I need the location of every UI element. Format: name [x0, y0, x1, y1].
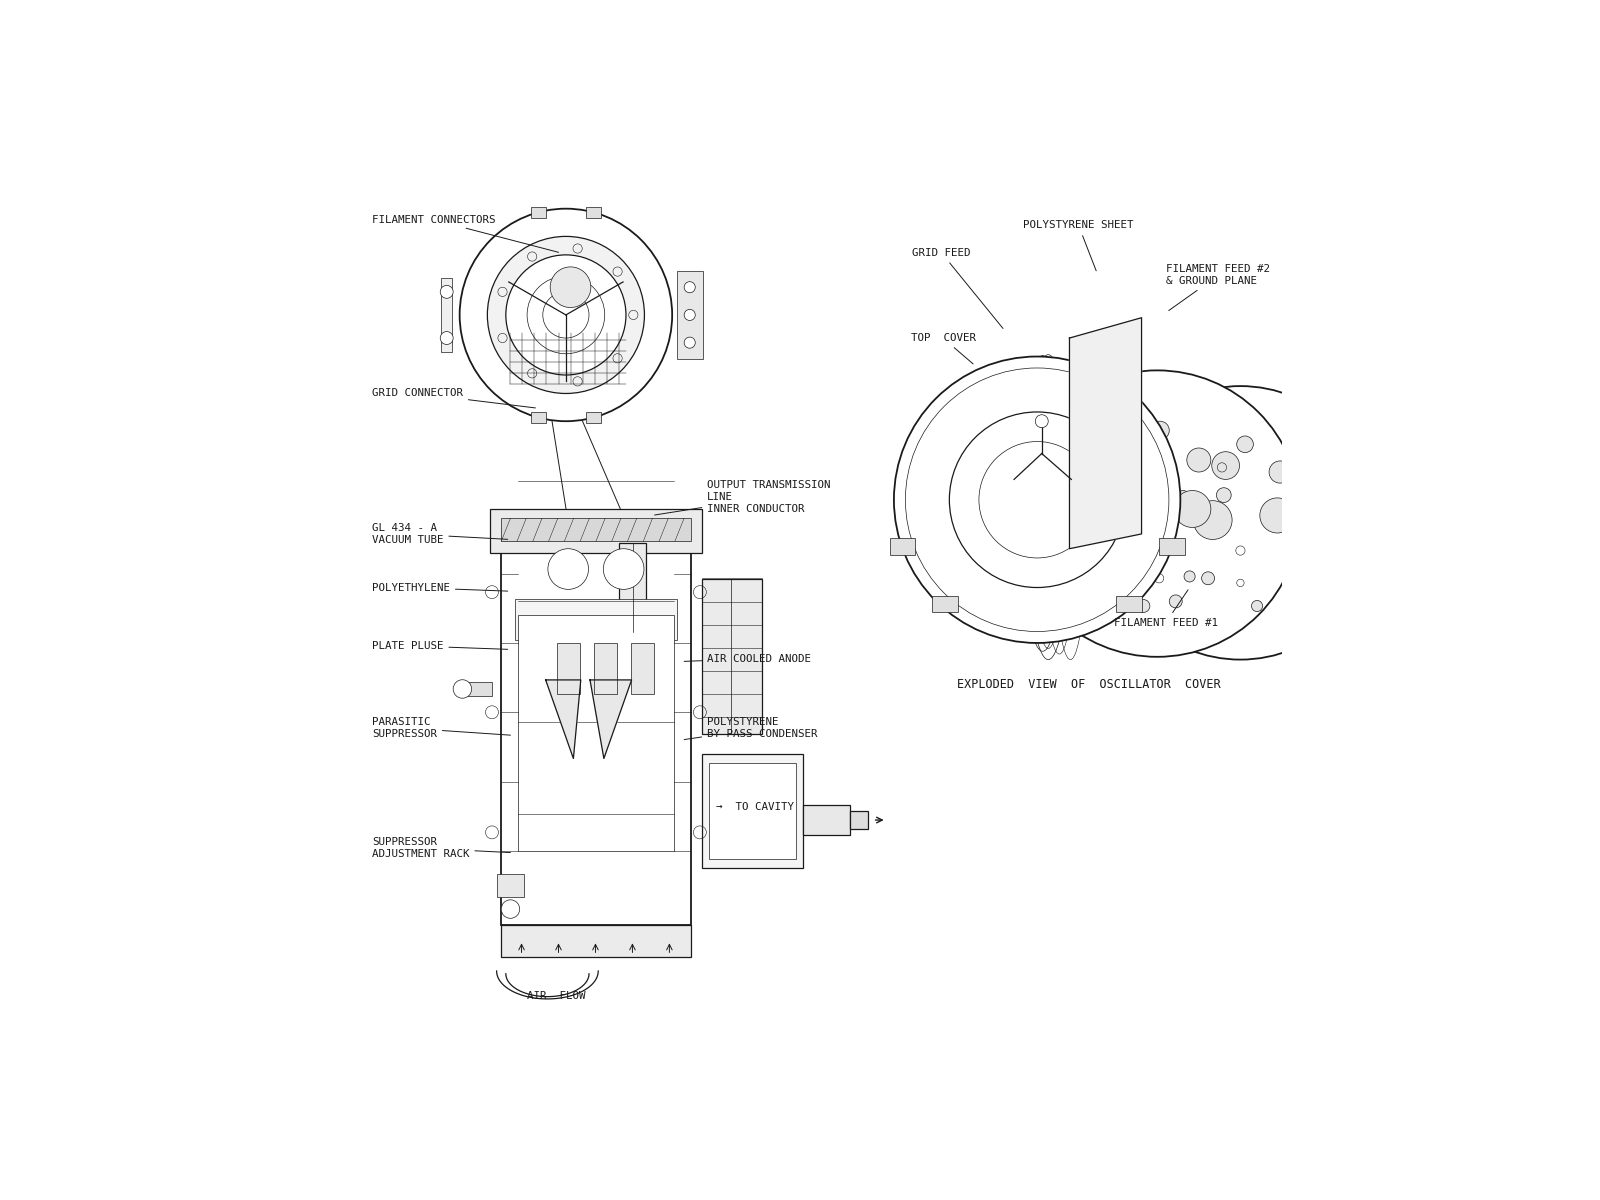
- Bar: [462, 682, 491, 696]
- Bar: [490, 509, 702, 553]
- Bar: [594, 643, 616, 694]
- Circle shape: [1269, 461, 1291, 484]
- Text: POLYSTYRENE
BY-PASS CONDENSER: POLYSTYRENE BY-PASS CONDENSER: [685, 718, 818, 739]
- Circle shape: [1259, 498, 1294, 533]
- Bar: [890, 538, 915, 554]
- Circle shape: [1170, 595, 1182, 608]
- Bar: [619, 542, 646, 632]
- Circle shape: [1150, 421, 1170, 439]
- Circle shape: [506, 254, 626, 374]
- Bar: [501, 518, 691, 541]
- Circle shape: [1035, 415, 1048, 427]
- Text: GRID CONNECTOR: GRID CONNECTOR: [371, 389, 536, 408]
- Circle shape: [453, 679, 472, 698]
- Bar: [531, 206, 546, 218]
- Circle shape: [1184, 571, 1195, 582]
- Text: GL 434 - A
VACUUM TUBE: GL 434 - A VACUUM TUBE: [371, 523, 507, 545]
- Circle shape: [440, 331, 453, 344]
- Circle shape: [1194, 500, 1232, 540]
- Circle shape: [1138, 600, 1150, 612]
- Circle shape: [685, 337, 696, 348]
- Polygon shape: [546, 680, 581, 758]
- Bar: [586, 412, 600, 424]
- Bar: [1158, 538, 1184, 554]
- Circle shape: [1216, 487, 1230, 503]
- Circle shape: [488, 236, 645, 394]
- Bar: [677, 270, 702, 359]
- Polygon shape: [1069, 318, 1141, 548]
- Circle shape: [1090, 479, 1104, 493]
- Circle shape: [1174, 491, 1211, 528]
- Circle shape: [1123, 439, 1154, 468]
- Text: FILAMENT FEED #2
& GROUND PLANE: FILAMENT FEED #2 & GROUND PLANE: [1166, 264, 1270, 311]
- Bar: [803, 805, 850, 835]
- Circle shape: [550, 266, 590, 307]
- Text: AIR COOLED ANODE: AIR COOLED ANODE: [685, 654, 811, 664]
- Circle shape: [501, 900, 520, 918]
- Bar: [850, 811, 869, 829]
- Text: FILAMENT FEED #1: FILAMENT FEED #1: [1114, 590, 1218, 628]
- Bar: [501, 925, 691, 958]
- Text: TOP  COVER: TOP COVER: [910, 334, 976, 364]
- Text: PARASITIC
SUPPRESSOR: PARASITIC SUPPRESSOR: [371, 718, 510, 739]
- Polygon shape: [590, 680, 632, 758]
- Bar: [515, 599, 677, 640]
- Text: GRID FEED: GRID FEED: [912, 248, 1003, 329]
- Bar: [702, 754, 803, 868]
- Text: FILAMENT CONNECTORS: FILAMENT CONNECTORS: [371, 215, 558, 252]
- Circle shape: [526, 276, 605, 354]
- Bar: [442, 278, 453, 352]
- Bar: [531, 412, 546, 424]
- Circle shape: [1187, 448, 1211, 472]
- Circle shape: [1104, 493, 1146, 534]
- Circle shape: [1096, 563, 1109, 576]
- Circle shape: [1014, 371, 1301, 656]
- Text: EXPLODED  VIEW  OF  OSCILLATOR  COVER: EXPLODED VIEW OF OSCILLATOR COVER: [957, 678, 1221, 691]
- Bar: [630, 643, 654, 694]
- Bar: [702, 580, 762, 733]
- Text: AIR  FLOW: AIR FLOW: [528, 991, 586, 1001]
- Circle shape: [1211, 451, 1240, 480]
- Circle shape: [547, 548, 589, 589]
- Circle shape: [459, 209, 672, 421]
- Circle shape: [894, 356, 1181, 643]
- Circle shape: [685, 282, 696, 293]
- Text: SUPPRESSOR
ADJUSTMENT RACK: SUPPRESSOR ADJUSTMENT RACK: [371, 838, 510, 859]
- Circle shape: [603, 548, 643, 589]
- Circle shape: [979, 442, 1096, 558]
- Bar: [933, 595, 958, 612]
- Circle shape: [1176, 491, 1190, 504]
- Circle shape: [685, 310, 696, 320]
- Text: →  TO CAVITY: → TO CAVITY: [715, 803, 794, 812]
- Circle shape: [1251, 600, 1262, 612]
- Circle shape: [949, 412, 1125, 588]
- Text: PLATE PLUSE: PLATE PLUSE: [371, 641, 507, 650]
- Bar: [586, 206, 600, 218]
- Text: OUTPUT TRANSMISSION
LINE
INNER CONDUCTOR: OUTPUT TRANSMISSION LINE INNER CONDUCTOR: [654, 480, 830, 515]
- Circle shape: [1202, 572, 1214, 584]
- Circle shape: [1104, 386, 1378, 660]
- Bar: [584, 600, 600, 823]
- Circle shape: [440, 286, 453, 299]
- Circle shape: [1237, 436, 1253, 452]
- Bar: [518, 616, 674, 851]
- Circle shape: [1296, 499, 1310, 512]
- Bar: [557, 643, 579, 694]
- Bar: [709, 763, 795, 859]
- Bar: [1117, 595, 1142, 612]
- Text: POLYSTYRENE SHEET: POLYSTYRENE SHEET: [1024, 221, 1134, 271]
- Text: POLYETHYLENE: POLYETHYLENE: [371, 582, 507, 593]
- Bar: [501, 518, 691, 925]
- Bar: [496, 874, 525, 898]
